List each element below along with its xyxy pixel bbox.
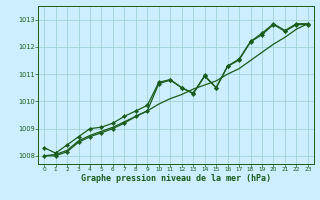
X-axis label: Graphe pression niveau de la mer (hPa): Graphe pression niveau de la mer (hPa) bbox=[81, 174, 271, 183]
